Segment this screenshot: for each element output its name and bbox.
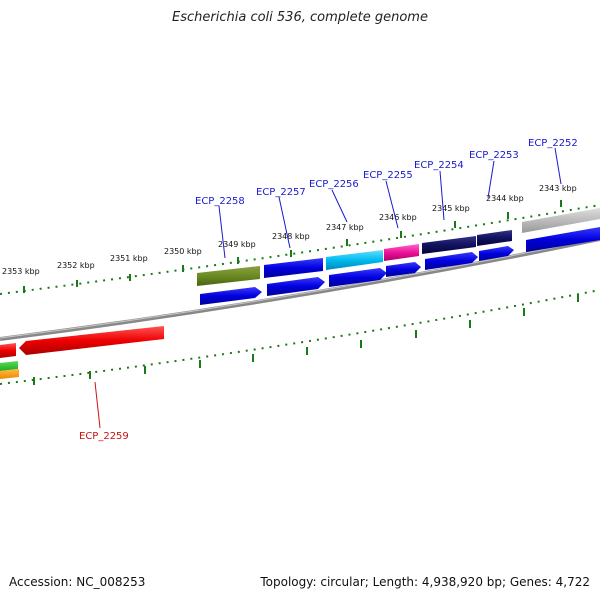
gene-arrow bbox=[200, 287, 262, 305]
axis-label: 2344 kbp bbox=[486, 194, 524, 203]
upper-gene-track bbox=[200, 227, 600, 305]
feature-green bbox=[0, 361, 18, 371]
axis-label: 2345 kbp bbox=[432, 204, 470, 213]
axis-label: 2351 kbp bbox=[110, 254, 148, 263]
genome-summary-text: Topology: circular; Length: 4,938,920 bp… bbox=[260, 575, 590, 589]
gene-arrow bbox=[267, 277, 325, 296]
axis-label: 2349 kbp bbox=[218, 240, 256, 249]
gene-arrow bbox=[526, 227, 600, 252]
axis-label: 2347 kbp bbox=[326, 223, 364, 232]
gene-label-ecp-2254: ECP_2254 bbox=[414, 160, 464, 171]
gene-arrow-reverse bbox=[19, 326, 164, 355]
gene-arrow-reverse bbox=[0, 343, 16, 358]
upper-major-ticks bbox=[23, 200, 562, 293]
lower-major-ticks bbox=[33, 294, 579, 385]
feature-navy bbox=[477, 230, 512, 246]
axis-label: 2353 kbp bbox=[2, 267, 40, 276]
gene-arrow bbox=[479, 246, 514, 261]
axis-label: 2346 kbp bbox=[379, 213, 417, 222]
axis-label: 2352 kbp bbox=[57, 261, 95, 270]
gene-arrow bbox=[329, 268, 387, 287]
feature-blue bbox=[264, 258, 323, 278]
feature-olive bbox=[197, 266, 260, 286]
feature-pink bbox=[384, 244, 419, 261]
gene-label-ecp-2258: ECP_2258 bbox=[195, 196, 245, 207]
feature-cyan bbox=[326, 250, 383, 270]
gene-label-ecp-2253: ECP_2253 bbox=[469, 150, 519, 161]
feature-orange bbox=[0, 369, 19, 379]
gene-labels: ECP_2252 ECP_2253 ECP_2254 ECP_2255 ECP_… bbox=[79, 138, 578, 442]
lower-gene-track bbox=[0, 326, 164, 379]
gene-label-ecp-2252: ECP_2252 bbox=[528, 138, 578, 149]
gene-arrow bbox=[425, 252, 478, 270]
gene-label-ecp-2255: ECP_2255 bbox=[363, 170, 413, 181]
gene-label-ecp-2257: ECP_2257 bbox=[256, 187, 306, 198]
gene-label-ecp-2256: ECP_2256 bbox=[309, 179, 359, 190]
genome-backbone bbox=[0, 237, 600, 341]
upper-feature-track bbox=[197, 208, 600, 286]
feature-gray bbox=[522, 208, 600, 233]
axis-label: 2348 kbp bbox=[272, 232, 310, 241]
gene-label-ecp-2259: ECP_2259 bbox=[79, 431, 129, 442]
feature-navy bbox=[422, 236, 476, 254]
gene-arrow bbox=[386, 262, 421, 277]
axis-label: 2350 kbp bbox=[164, 247, 202, 256]
axis-label: 2343 kbp bbox=[539, 184, 577, 193]
map-title: Escherichia coli 536, complete genome bbox=[172, 10, 428, 25]
accession-text: Accession: NC_008253 bbox=[9, 575, 146, 589]
upper-scale-line bbox=[0, 204, 600, 295]
axis-labels: 2343 kbp 2344 kbp 2345 kbp 2346 kbp 2347… bbox=[2, 184, 577, 276]
